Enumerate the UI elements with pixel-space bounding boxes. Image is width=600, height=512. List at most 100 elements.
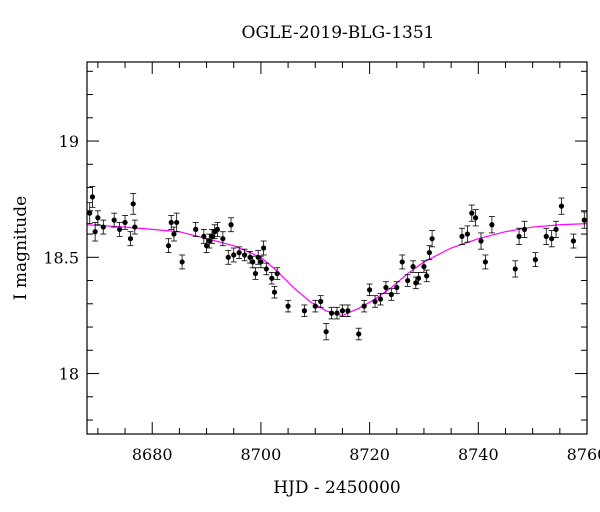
data-point-marker [92,229,98,235]
data-point-marker [334,310,340,316]
data-point [404,274,411,287]
y-tick-label: 18 [59,365,79,384]
data-point-marker [127,236,134,242]
data-point [173,212,180,233]
y-tick-label: 19 [59,132,79,151]
data-point-marker [512,266,518,272]
data-point [219,231,226,247]
data-point [429,230,436,248]
data-point-marker [328,310,335,316]
data-point [553,220,560,238]
data-point-marker [405,277,411,284]
data-point-marker [372,298,378,305]
data-point [532,252,539,268]
data-point [228,217,235,233]
data-point [478,232,485,250]
data-point [92,222,99,242]
data-point-marker [415,275,422,281]
data-point-marker [516,233,522,239]
data-point-marker [111,217,117,223]
data-point [377,292,384,306]
data-point [482,254,489,270]
data-point [382,281,389,294]
data-point-marker [132,224,138,230]
data-point-marker [250,259,256,265]
data-point-marker [271,289,278,295]
data-point [127,231,134,247]
data-point-marker [383,284,389,291]
data-point-marker [532,257,538,263]
data-point [516,227,523,245]
data-point-marker [165,243,172,249]
data-point-marker [252,270,259,277]
data-point [393,281,400,294]
data-point [512,260,519,278]
data-point [271,285,278,299]
data-point-marker [424,273,430,279]
data-point-marker [489,222,495,228]
data-point-marker [193,226,199,232]
data-point [366,283,373,297]
data-point [274,267,281,280]
data-point [260,240,267,256]
data-point [410,260,417,273]
data-point [581,211,587,229]
data-point-marker [399,259,405,265]
data-point [89,185,96,208]
data-point-marker [203,243,210,249]
data-point-marker [236,250,242,256]
data-point [415,272,422,285]
data-point-marker [201,233,207,239]
y-tick-label: 18.5 [43,248,79,267]
data-point-marker [209,233,215,239]
data-point-marker [581,217,587,223]
data-point [423,269,430,283]
data-point-marker [301,308,307,314]
chart-title: OGLE-2019-BLG-1351 [242,23,435,43]
data-point-marker [220,236,226,242]
data-point-marker [478,238,484,244]
data-point-marker [312,303,318,309]
data-point [548,230,555,248]
y-axis-label: I magnitude [11,196,31,300]
data-point [317,295,324,308]
data-point [268,272,275,285]
data-point [131,219,138,235]
data-point-marker [122,219,128,226]
data-point-marker [247,254,253,260]
data-point-marker [549,236,555,242]
data-point [543,227,550,245]
data-point [100,219,107,235]
data-point [339,304,346,317]
data-point-marker [255,254,261,260]
data-point-marker [206,238,212,244]
data-point [203,238,210,254]
data-point [252,267,259,280]
x-tick-label: 8720 [349,445,390,464]
data-point-marker [469,210,475,216]
data-point [426,245,433,261]
data-point [344,304,351,317]
data-point-marker [543,233,549,239]
data-point [94,210,101,226]
data-point [257,255,264,269]
data-point-marker [388,291,394,298]
data-point-marker [421,264,427,270]
data-point [372,295,379,308]
data-point [192,222,199,237]
data-point [361,299,368,313]
data-point [312,299,319,313]
data-point [459,227,465,245]
data-point-marker [377,296,384,302]
data-point [355,327,362,341]
data-point-marker [339,308,346,314]
data-point-marker [553,226,559,232]
data-point-marker [214,226,221,232]
x-axis-ticks: 8680 8700 8720 8740 8760 [97,62,600,464]
data-point-marker [464,231,471,237]
data-point [301,304,308,317]
data-point [263,262,270,276]
data-point-marker [274,270,280,277]
plot-layer [87,185,587,341]
